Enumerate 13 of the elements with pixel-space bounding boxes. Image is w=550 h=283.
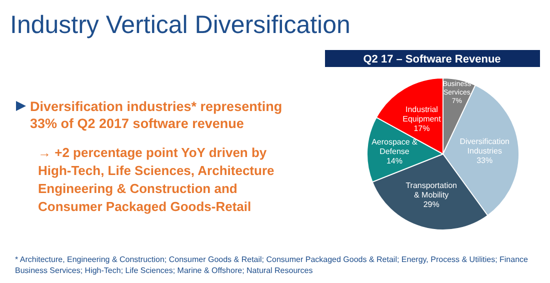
- chart-title: Industry Vertical Diversification: [10, 11, 350, 39]
- data-label: 29%: [423, 200, 440, 209]
- slice-label: Transportation & Mobility: [406, 180, 457, 200]
- chart-subtitle: Q2 17 – Software Revenue: [363, 54, 501, 66]
- text: * Architecture, Engineering & Construction; Consumer Goods & Retail; Consumer Packaged Goods & Retail; Energy, Process & Utilities; Finance Business Services; High-Tech; Life Sciences; Marine & Offshore; Natural Resources: [15, 255, 529, 275]
- slice-label: Aerospace & Defense: [372, 138, 418, 156]
- data-label: 17%: [414, 124, 430, 133]
- slice-label: Diversification Industries: [460, 136, 510, 156]
- slice-label: Industrial Equipment: [402, 104, 442, 124]
- data-label: 33%: [476, 156, 493, 165]
- text: Diversification industries* representing 33% of Q2 2017 software revenue: [30, 99, 282, 131]
- data-label: 14%: [386, 156, 402, 166]
- text: → +2 percentage point YoY driven by High-Tech, Life Sciences, Architecture Engineering & Construction and Consumer Packaged Goods-Retail: [38, 145, 274, 214]
